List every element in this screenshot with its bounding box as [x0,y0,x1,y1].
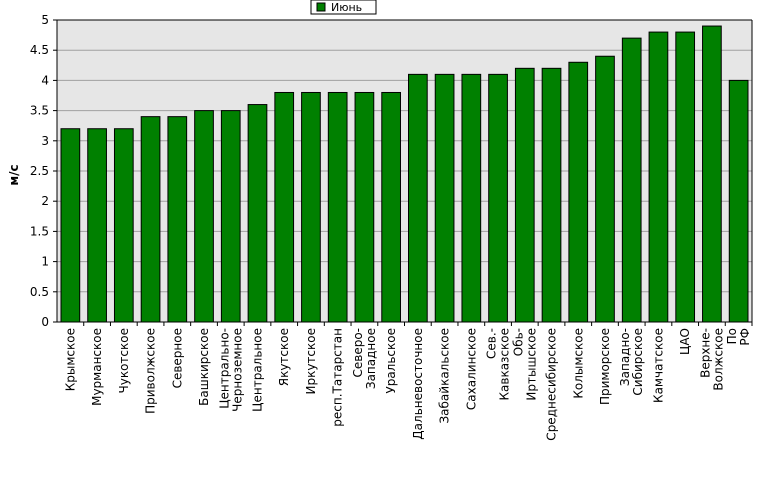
bar [354,91,375,323]
bar [113,128,134,323]
bar [140,116,161,323]
x-category-label: Центральное [250,328,264,412]
bar [621,37,642,323]
x-category-label: Северное [170,328,184,388]
bar [408,73,428,323]
y-tick-label: 2.5 [30,164,49,178]
y-tick-labels: 0 0.5 1 1.5 2 2.5 3 3.5 4 4.5 5 [30,13,57,329]
x-category-label: Верхне-Волжское [698,328,725,391]
x-category-label: Среднесибирское [545,328,559,441]
x-category-label: Западно-Сибирское [618,328,645,396]
x-category-label: Иркутское [304,328,318,395]
y-tick-label: 1.5 [30,224,49,238]
x-category-label: Чукотское [117,328,131,393]
x-category-label: ЦАО [678,328,692,355]
bars [60,25,749,323]
legend-box [310,0,377,15]
x-category-label: ПоРФ [725,328,752,346]
x-category-label: Сев.-Кавказское [485,328,512,401]
x-category-label: Уральское [384,328,398,394]
bar [381,91,401,323]
x-category-label: Мурманское [90,328,104,406]
y-tick-label: 0 [41,315,49,329]
y-tick-label: 4.5 [30,43,49,57]
bar [514,67,535,323]
y-tick-label: 3 [41,134,49,148]
y-axis-title: м/с [7,164,21,185]
x-category-labels: Крымское Мурманское Чукотское Приволжское Се… [63,322,753,441]
x-category-label: Дальневосточное [411,328,425,440]
y-tick-label: 2 [41,194,49,208]
bar [247,104,268,323]
bar [648,31,669,323]
x-category-label: Якутское [277,328,291,386]
x-category-label: Крымское [63,328,77,391]
y-tick-label: 3.5 [30,104,49,118]
x-category-label: Северо-Западное [351,328,378,389]
bar [728,79,749,323]
bar [702,25,722,323]
x-category-label: Башкирское [197,328,211,406]
legend-label: Июнь [331,1,362,14]
bar [488,73,508,323]
bar [541,67,562,323]
x-category-label: Центрально-Черноземное [217,328,244,412]
y-tick-label: 5 [41,13,49,27]
bar [675,31,696,323]
x-category-label: Сахалинское [464,328,478,410]
x-category-label: Колымское [571,328,585,399]
legend: Июнь [310,0,377,15]
bar [274,91,295,323]
y-tick-label: 0.5 [30,285,49,299]
x-category-label: респ.Татарстан [331,328,345,427]
x-category-label: Приморское [598,328,612,405]
bar [194,110,214,323]
y-tick-label: 4 [41,73,49,87]
x-category-label: Обь-Иртышское [511,328,538,401]
bar [87,128,107,323]
bar [60,128,81,323]
y-tick-label: 1 [41,255,49,269]
bar [434,73,455,323]
bar [568,61,589,323]
bar [167,116,188,323]
x-category-label: Забайкальское [438,328,452,424]
bar [595,55,615,323]
bar [327,91,348,323]
legend-swatch-icon [316,2,326,12]
x-category-label: Камчатское [651,328,665,403]
bar [220,110,241,323]
x-category-label: Приволжское [144,328,158,414]
bar [461,73,482,323]
bar [301,91,321,323]
